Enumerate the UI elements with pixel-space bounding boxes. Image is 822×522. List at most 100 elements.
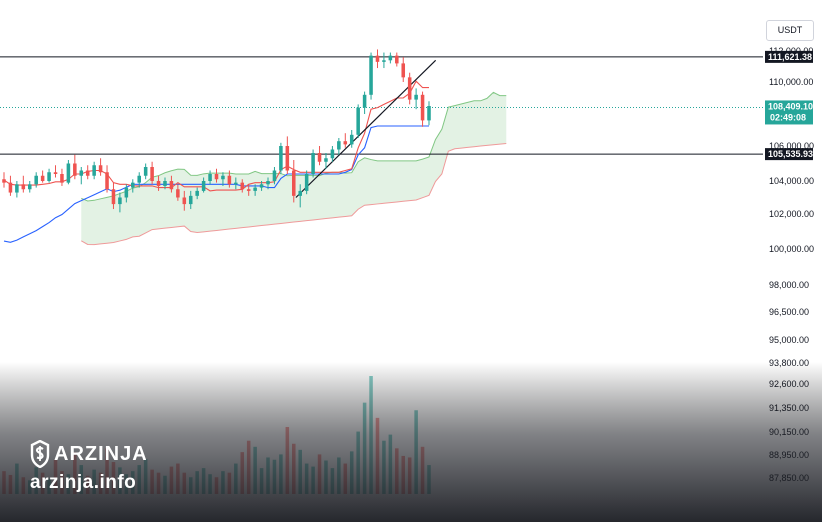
y-axis-tick-label: 100,000.00 [769, 244, 814, 254]
candle-body [382, 60, 386, 62]
candle-body [195, 190, 199, 196]
candle-body [324, 158, 328, 162]
candle [131, 179, 135, 193]
y-axis-tick-label: 110,000.00 [769, 77, 813, 87]
candle [201, 177, 206, 193]
candle [234, 177, 238, 190]
candle-body [375, 55, 380, 62]
candle [246, 184, 251, 196]
candle [118, 192, 122, 213]
candle [349, 130, 354, 148]
candle [407, 72, 412, 105]
candle [227, 170, 232, 188]
dollar-shield-icon [30, 440, 50, 468]
candle-body [188, 195, 193, 205]
candle-body [388, 55, 393, 61]
candle [414, 88, 418, 110]
candle [92, 161, 96, 180]
y-axis-tick-label: 98,000.00 [769, 280, 809, 290]
candle-body [356, 107, 360, 135]
candle-body [221, 175, 225, 180]
candle [2, 172, 6, 188]
y-axis-tick-label: 106,000.00 [769, 141, 814, 151]
candle-body [143, 167, 148, 176]
candle-body [60, 174, 64, 183]
candle-body [137, 175, 141, 183]
senkou-span-b [81, 142, 507, 246]
candle [143, 163, 148, 180]
currency-selector[interactable]: USDT [766, 20, 814, 41]
candle-body [343, 141, 348, 145]
brand-url: arzinja.info [30, 472, 137, 493]
candle-body [15, 184, 19, 193]
candle-body [92, 165, 96, 176]
candle-body [330, 149, 335, 159]
candle-body [85, 170, 90, 176]
candle [395, 52, 399, 67]
candle [34, 172, 38, 188]
candle [240, 179, 245, 193]
candle-body [311, 153, 315, 174]
candle-body [369, 55, 373, 95]
y-axis-tick-label: 96,500.00 [769, 307, 809, 317]
level-price-tag [765, 50, 813, 63]
candle-body [304, 174, 309, 191]
candle [124, 184, 129, 203]
candle [150, 161, 154, 185]
candle-body [395, 55, 399, 64]
candle [53, 165, 58, 178]
candle [420, 91, 425, 127]
candle-body [266, 181, 270, 185]
candle-body [169, 181, 174, 190]
candle-body [234, 182, 238, 185]
candle-body [337, 141, 341, 150]
indicator-lines [0, 56, 763, 243]
candle-body [208, 174, 212, 181]
current-price-label: 108,409.10 [768, 101, 813, 111]
candle-body [21, 184, 26, 190]
candle-body [227, 175, 232, 185]
candle-body [362, 94, 367, 108]
candle [105, 165, 109, 193]
candle-body [150, 167, 154, 181]
candle [137, 172, 141, 188]
candle-body [272, 170, 277, 181]
candle [343, 133, 348, 148]
candle-body [98, 165, 103, 173]
candle-body [292, 170, 296, 196]
candle [317, 146, 322, 166]
candle-body [27, 184, 32, 190]
candle [427, 101, 431, 126]
candle-body [118, 197, 122, 205]
candle-body [111, 189, 116, 205]
candle [356, 104, 360, 138]
candles [2, 49, 431, 213]
candle [382, 52, 386, 69]
candle [188, 190, 193, 210]
candle [253, 184, 257, 196]
candle [259, 181, 264, 191]
candle [375, 49, 380, 69]
candle [214, 168, 219, 183]
candle-body [73, 163, 77, 176]
candle [330, 146, 335, 162]
candle-body [298, 190, 302, 196]
candle-body [414, 94, 418, 100]
candle [176, 184, 180, 201]
trendline[interactable] [295, 59, 437, 198]
candle-body [2, 179, 6, 183]
candle [98, 158, 103, 176]
candle [324, 153, 328, 169]
level-price-label: 111,621.38 [768, 52, 812, 62]
candle-body [253, 187, 257, 191]
candle-body [201, 181, 206, 191]
candle [208, 170, 212, 185]
candle [304, 170, 309, 195]
candle [272, 167, 277, 185]
candle-body [105, 172, 109, 190]
candle [221, 172, 225, 186]
candle [60, 168, 64, 186]
candle [8, 175, 13, 196]
candle [195, 187, 199, 200]
candle-body [47, 172, 51, 181]
